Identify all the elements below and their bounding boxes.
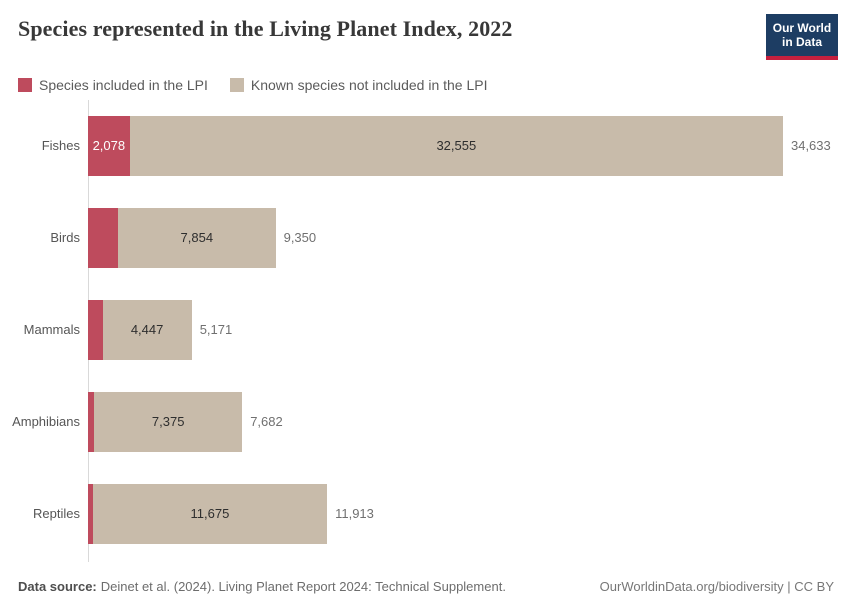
stacked-bar[interactable]: 11,675 11,913 xyxy=(88,483,374,544)
data-source: Data source: Deinet et al. (2024). Living… xyxy=(18,579,506,594)
category-label: Birds xyxy=(50,230,80,246)
legend-item-included: Species included in the LPI xyxy=(18,77,208,93)
data-source-text: Deinet et al. (2024). Living Planet Repo… xyxy=(100,578,506,594)
bar-segment-included[interactable] xyxy=(88,299,103,360)
total-value-label: 7,682 xyxy=(250,414,283,430)
bar-segment-not-included[interactable]: 4,447 xyxy=(102,299,192,360)
bar-segment-not-included[interactable]: 7,854 xyxy=(118,207,276,268)
segment-value-label: 7,375 xyxy=(151,414,185,430)
total-value-label: 9,350 xyxy=(283,230,317,246)
category-label: Reptiles xyxy=(33,506,80,522)
chart-footer: Data source: Deinet et al. (2024). Living… xyxy=(0,562,850,594)
total-value-label: 5,171 xyxy=(199,322,233,338)
category-label: Mammals xyxy=(23,322,80,338)
bar-segment-not-included[interactable]: 11,675 xyxy=(92,483,328,544)
data-source-label: Data source: xyxy=(18,578,97,594)
attribution-link[interactable]: OurWorldinData.org/biodiversity | CC BY xyxy=(599,578,834,594)
bar-segment-included[interactable] xyxy=(88,483,93,544)
chart-legend: Species included in the LPI Known specie… xyxy=(18,77,850,93)
bar-segment-included[interactable] xyxy=(88,391,95,452)
bar-chart: Fishes 2,078 32,555 34,633 Birds 7,854 9,350 Ma… xyxy=(0,99,850,562)
owid-logo-line1: Our World xyxy=(772,21,832,35)
bar-segment-included[interactable] xyxy=(88,207,118,268)
stacked-bar[interactable]: 4,447 5,171 xyxy=(88,299,233,360)
category-label: Fishes xyxy=(41,138,80,154)
owid-logo-line2: in Data xyxy=(781,35,822,50)
total-value-label: 11,913 xyxy=(335,506,374,522)
bar-row: Birds 7,854 9,350 xyxy=(0,192,850,284)
segment-value-label: 4,447 xyxy=(130,322,164,338)
legend-swatch-included-icon xyxy=(18,77,32,92)
chart-header: Species represented in the Living Planet… xyxy=(0,0,850,60)
bar-row: Reptiles 11,675 11,913 xyxy=(0,468,850,560)
stacked-bar[interactable]: 7,375 7,682 xyxy=(88,391,283,452)
chart-rows: Fishes 2,078 32,555 34,633 Birds 7,854 9,350 Ma… xyxy=(0,100,850,560)
bar-segment-not-included[interactable]: 7,375 xyxy=(94,391,243,452)
segment-value-label: 11,675 xyxy=(190,506,230,522)
segment-value-label: 7,854 xyxy=(180,230,214,246)
segment-value-label: 32,555 xyxy=(436,138,477,154)
bar-segment-included[interactable]: 2,078 xyxy=(88,115,130,176)
legend-item-not-included: Known species not included in the LPI xyxy=(229,76,488,93)
category-label: Amphibians xyxy=(12,414,80,430)
legend-label-included: Species included in the LPI xyxy=(39,76,208,93)
stacked-bar[interactable]: 7,854 9,350 xyxy=(88,207,317,268)
segment-value-label: 2,078 xyxy=(92,138,126,154)
legend-label-not-included: Known species not included in the LPI xyxy=(250,76,488,93)
bar-row: Amphibians 7,375 7,682 xyxy=(0,376,850,468)
total-value-label: 34,633 xyxy=(790,138,831,154)
bar-row: Fishes 2,078 32,555 34,633 xyxy=(0,100,850,192)
bar-segment-not-included[interactable]: 32,555 xyxy=(129,115,783,176)
page-title: Species represented in the Living Planet… xyxy=(18,16,513,41)
legend-swatch-not-included-icon xyxy=(229,77,244,92)
stacked-bar[interactable]: 2,078 32,555 34,633 xyxy=(88,115,831,176)
bar-row: Mammals 4,447 5,171 xyxy=(0,284,850,376)
owid-logo[interactable]: Our World in Data xyxy=(766,14,838,60)
